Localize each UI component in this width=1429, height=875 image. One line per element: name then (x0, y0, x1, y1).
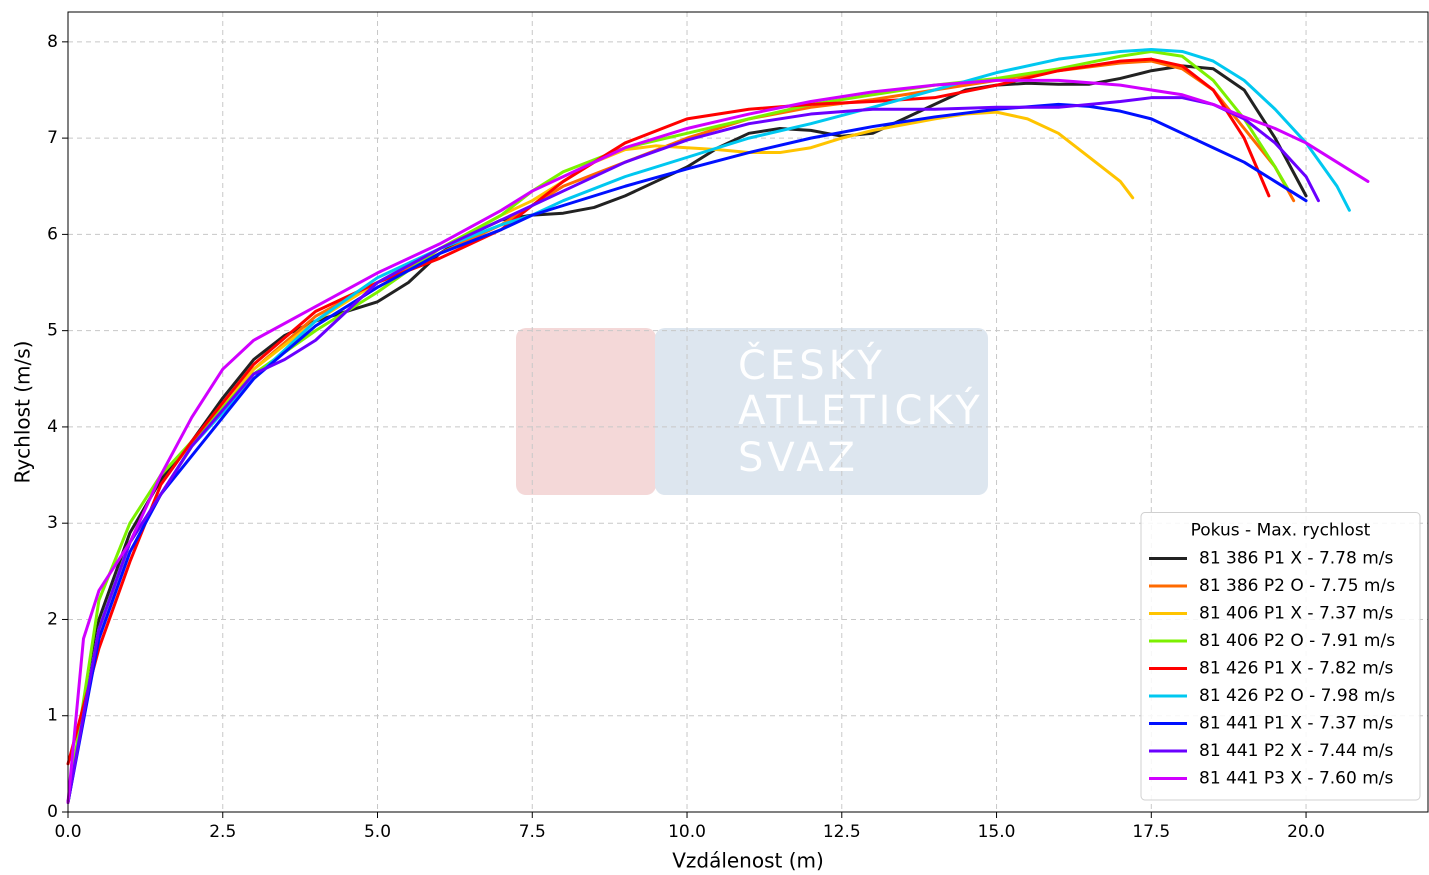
y-tick-label: 2 (47, 609, 58, 629)
y-tick-label: 1 (47, 706, 58, 726)
legend-label: 81 441 P1 X - 7.37 m/s (1199, 714, 1393, 734)
series-line (66, 57, 1271, 766)
watermark-blue (655, 328, 988, 495)
legend-label: 81 441 P2 X - 7.44 m/s (1199, 741, 1393, 761)
x-tick-label: 12.5 (823, 822, 861, 842)
y-tick-label: 3 (47, 513, 58, 533)
x-tick-label: 10.0 (668, 822, 706, 842)
y-tick-label: 7 (47, 128, 58, 148)
x-tick-label: 2.5 (209, 822, 236, 842)
x-tick-label: 17.5 (1132, 822, 1170, 842)
legend-label: 81 386 P1 X - 7.78 m/s (1199, 549, 1393, 569)
legend-label: 81 426 P2 O - 7.98 m/s (1199, 686, 1395, 706)
y-tick-label: 4 (47, 417, 58, 437)
legend-label: 81 426 P1 X - 7.82 m/s (1199, 659, 1393, 679)
y-tick-label: 6 (47, 224, 58, 244)
plot-frame (67, 11, 1429, 813)
legend-label: 81 406 P2 O - 7.91 m/s (1199, 631, 1395, 651)
watermark-red (516, 328, 656, 495)
series-line (66, 110, 1135, 804)
watermark-text: SVAZ (738, 435, 859, 481)
legend-label: 81 386 P2 O - 7.75 m/s (1199, 576, 1395, 596)
legend-label: 81 406 P1 X - 7.37 m/s (1199, 604, 1393, 624)
x-tick-label: 0.0 (54, 822, 81, 842)
x-tick-label: 20.0 (1287, 822, 1325, 842)
x-tick-label: 15.0 (978, 822, 1016, 842)
series-line (66, 96, 1320, 804)
watermark-text: ATLETICKÝ (738, 386, 984, 434)
legend-label: 81 441 P3 X - 7.60 m/s (1199, 769, 1393, 789)
y-tick-label: 8 (47, 32, 58, 52)
series-line (66, 49, 1289, 804)
series-line (66, 78, 1370, 804)
legend-title: Pokus - Max. rychlost (1191, 521, 1371, 541)
watermark-text: ČESKÝ (738, 341, 886, 389)
series-line (66, 48, 1351, 804)
y-axis-label: Rychlost (m/s) (11, 341, 35, 484)
series-line (66, 102, 1308, 804)
legend-box (1140, 512, 1421, 801)
x-axis-label: Vzdálenost (m) (672, 849, 824, 873)
y-tick-label: 5 (47, 321, 58, 341)
x-tick-label: 5.0 (364, 822, 391, 842)
y-tick-label: 0 (47, 802, 58, 822)
x-tick-label: 7.5 (519, 822, 546, 842)
